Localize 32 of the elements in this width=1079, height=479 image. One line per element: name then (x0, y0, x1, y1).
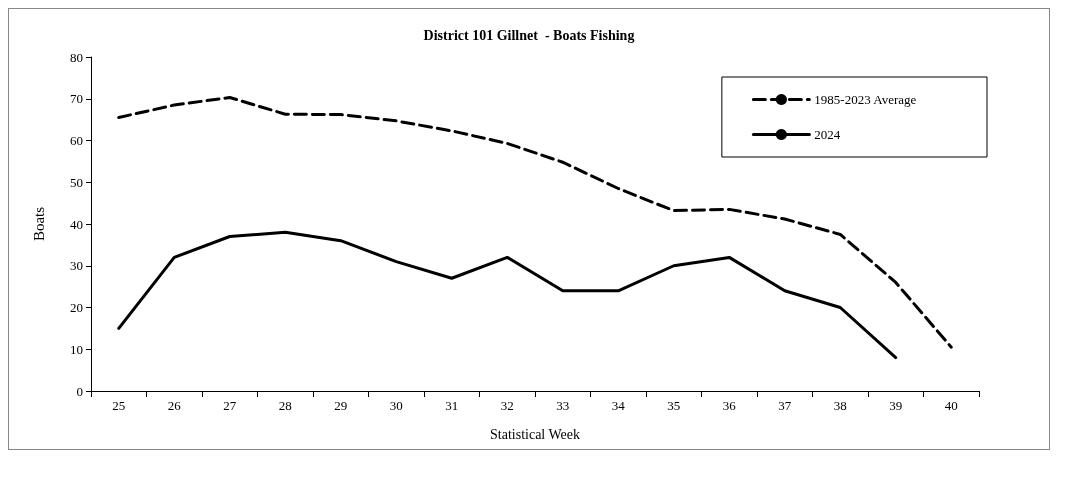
chart-title: District 101 Gillnet - Boats Fishing (423, 27, 635, 43)
y-tick-label: 0 (76, 383, 83, 399)
y-tick-label: 50 (70, 174, 83, 190)
x-tick-label: 28 (278, 398, 292, 413)
x-tick-label: 34 (611, 398, 626, 413)
y-tick-label: 30 (70, 258, 83, 274)
y-tick-label: 10 (70, 341, 83, 357)
x-tick-label: 39 (889, 398, 903, 413)
x-tick-label: 25 (112, 398, 126, 413)
y-axis-title: Boats (30, 206, 47, 242)
x-tick-label: 30 (389, 398, 403, 413)
line-series (117, 96, 953, 349)
x-tick-label: 33 (556, 398, 570, 413)
y-tick-label: 80 (70, 49, 83, 65)
x-tick-label: 31 (445, 398, 459, 413)
x-tick-label: 40 (944, 398, 958, 413)
x-tick-label: 26 (167, 398, 182, 413)
x-tick-label: 37 (778, 398, 792, 413)
x-tick-label: 29 (334, 398, 348, 413)
x-tick-label: 35 (667, 398, 681, 413)
y-tick-label: 60 (70, 133, 83, 148)
x-axis-title: Statistical Week (490, 426, 580, 442)
y-tick-label: 20 (70, 300, 83, 315)
legend-label: 1985-2023 Average (814, 92, 917, 107)
x-tick-label: 27 (223, 398, 237, 413)
legend-label: 2024 (814, 127, 841, 142)
x-tick-label: 38 (833, 398, 847, 413)
x-tick-label: 36 (722, 398, 737, 413)
line-series (117, 230, 898, 360)
y-tick-label: 40 (70, 216, 83, 232)
y-tick-label: 70 (70, 91, 83, 107)
x-tick-label: 32 (500, 398, 514, 413)
